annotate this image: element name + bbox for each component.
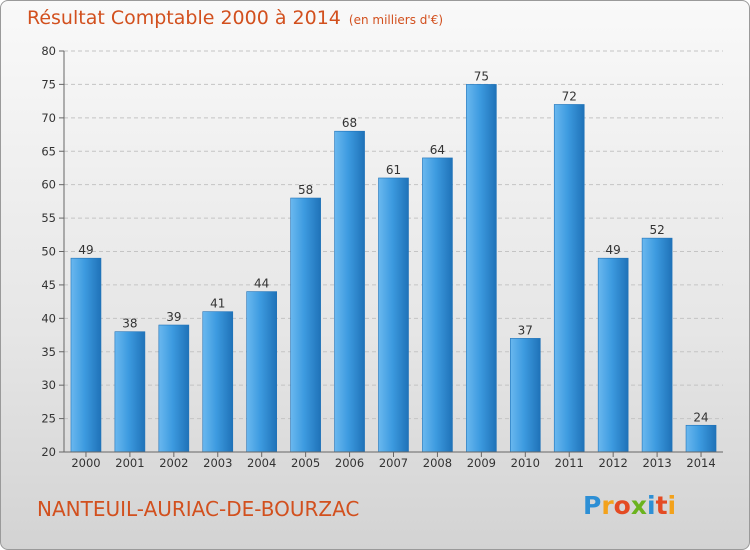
logo-letter: t xyxy=(655,491,668,520)
logo-letter: x xyxy=(630,491,647,520)
data-label: 37 xyxy=(518,323,533,337)
logo-letter: i xyxy=(647,491,656,520)
logo-letter: r xyxy=(601,491,614,520)
bar xyxy=(685,424,717,453)
data-label: 49 xyxy=(606,243,621,257)
x-tick-label: 2011 xyxy=(555,456,584,470)
bar xyxy=(641,237,673,453)
x-tick-label: 2005 xyxy=(291,456,320,470)
data-label: 49 xyxy=(78,243,93,257)
y-tick-label: 80 xyxy=(41,44,56,58)
data-label: 72 xyxy=(562,89,577,103)
bar xyxy=(378,177,409,453)
data-label: 75 xyxy=(474,69,489,83)
chart-subtitle: (en milliers d'€) xyxy=(348,13,444,27)
data-label: 64 xyxy=(430,143,445,157)
logo-letter: P xyxy=(583,491,602,520)
data-label: 68 xyxy=(342,116,357,130)
bar xyxy=(422,157,453,453)
x-tick-label: 2006 xyxy=(335,456,364,470)
bar xyxy=(290,197,321,453)
bar xyxy=(466,84,497,453)
y-tick-label: 45 xyxy=(41,278,56,292)
chart-title: Résultat Comptable 2000 à 2014 (en millie… xyxy=(27,7,443,29)
x-tick-label: 2003 xyxy=(203,456,232,470)
x-tick-label: 2012 xyxy=(599,456,628,470)
proxiti-logo[interactable]: Proxiti xyxy=(583,491,676,520)
logo-letter: o xyxy=(613,491,631,520)
x-tick-label: 2001 xyxy=(115,456,144,470)
data-label: 38 xyxy=(122,317,137,331)
x-tick-label: 2008 xyxy=(423,456,452,470)
bar xyxy=(553,104,585,453)
bar xyxy=(509,338,541,453)
y-tick-label: 60 xyxy=(41,178,56,192)
data-label: 52 xyxy=(649,223,664,237)
x-tick-label: 2000 xyxy=(71,456,100,470)
x-tick-label: 2010 xyxy=(511,456,540,470)
bar xyxy=(158,324,190,453)
y-tick-label: 70 xyxy=(41,111,56,125)
x-tick-label: 2013 xyxy=(642,456,671,470)
y-tick-label: 25 xyxy=(41,412,56,426)
data-label: 44 xyxy=(254,277,269,291)
commune-name: NANTEUIL-AURIAC-DE-BOURZAC xyxy=(37,497,360,521)
data-label: 39 xyxy=(166,310,181,324)
bar xyxy=(597,257,629,453)
x-axis: 2000 2001 2002 2003 2004 2005 2006 2007 2008 2009… xyxy=(64,451,723,470)
data-label: 24 xyxy=(693,410,708,424)
y-tick-label: 30 xyxy=(41,378,56,392)
data-label: 41 xyxy=(210,297,225,311)
x-tick-label: 2009 xyxy=(467,456,496,470)
data-label: 58 xyxy=(298,183,313,197)
y-tick-label: 20 xyxy=(41,445,56,459)
y-tick-label: 40 xyxy=(41,311,56,325)
bar xyxy=(202,311,234,453)
x-tick-label: 2004 xyxy=(247,456,276,470)
bar xyxy=(70,257,102,453)
bar xyxy=(246,291,277,453)
x-tick-label: 2007 xyxy=(379,456,408,470)
y-tick-label: 50 xyxy=(41,245,56,259)
bar xyxy=(114,331,146,453)
y-axis: 20 25 30 35 40 45 50 55 60 65 70 75 80 xyxy=(41,44,65,459)
bar xyxy=(334,130,365,453)
bar-series: 49 38 39 41 44 58 68 61 64 75 37 72 49 52 24 xyxy=(70,69,717,453)
y-tick-label: 75 xyxy=(41,77,56,91)
chart-title-text: Résultat Comptable 2000 à 2014 xyxy=(27,7,341,29)
y-tick-label: 65 xyxy=(41,144,56,158)
y-tick-label: 55 xyxy=(41,211,56,225)
y-tick-label: 35 xyxy=(41,345,56,359)
x-tick-label: 2014 xyxy=(686,456,715,470)
logo-letter: i xyxy=(667,491,677,520)
x-tick-label: 2002 xyxy=(159,456,188,470)
data-label: 61 xyxy=(386,163,401,177)
